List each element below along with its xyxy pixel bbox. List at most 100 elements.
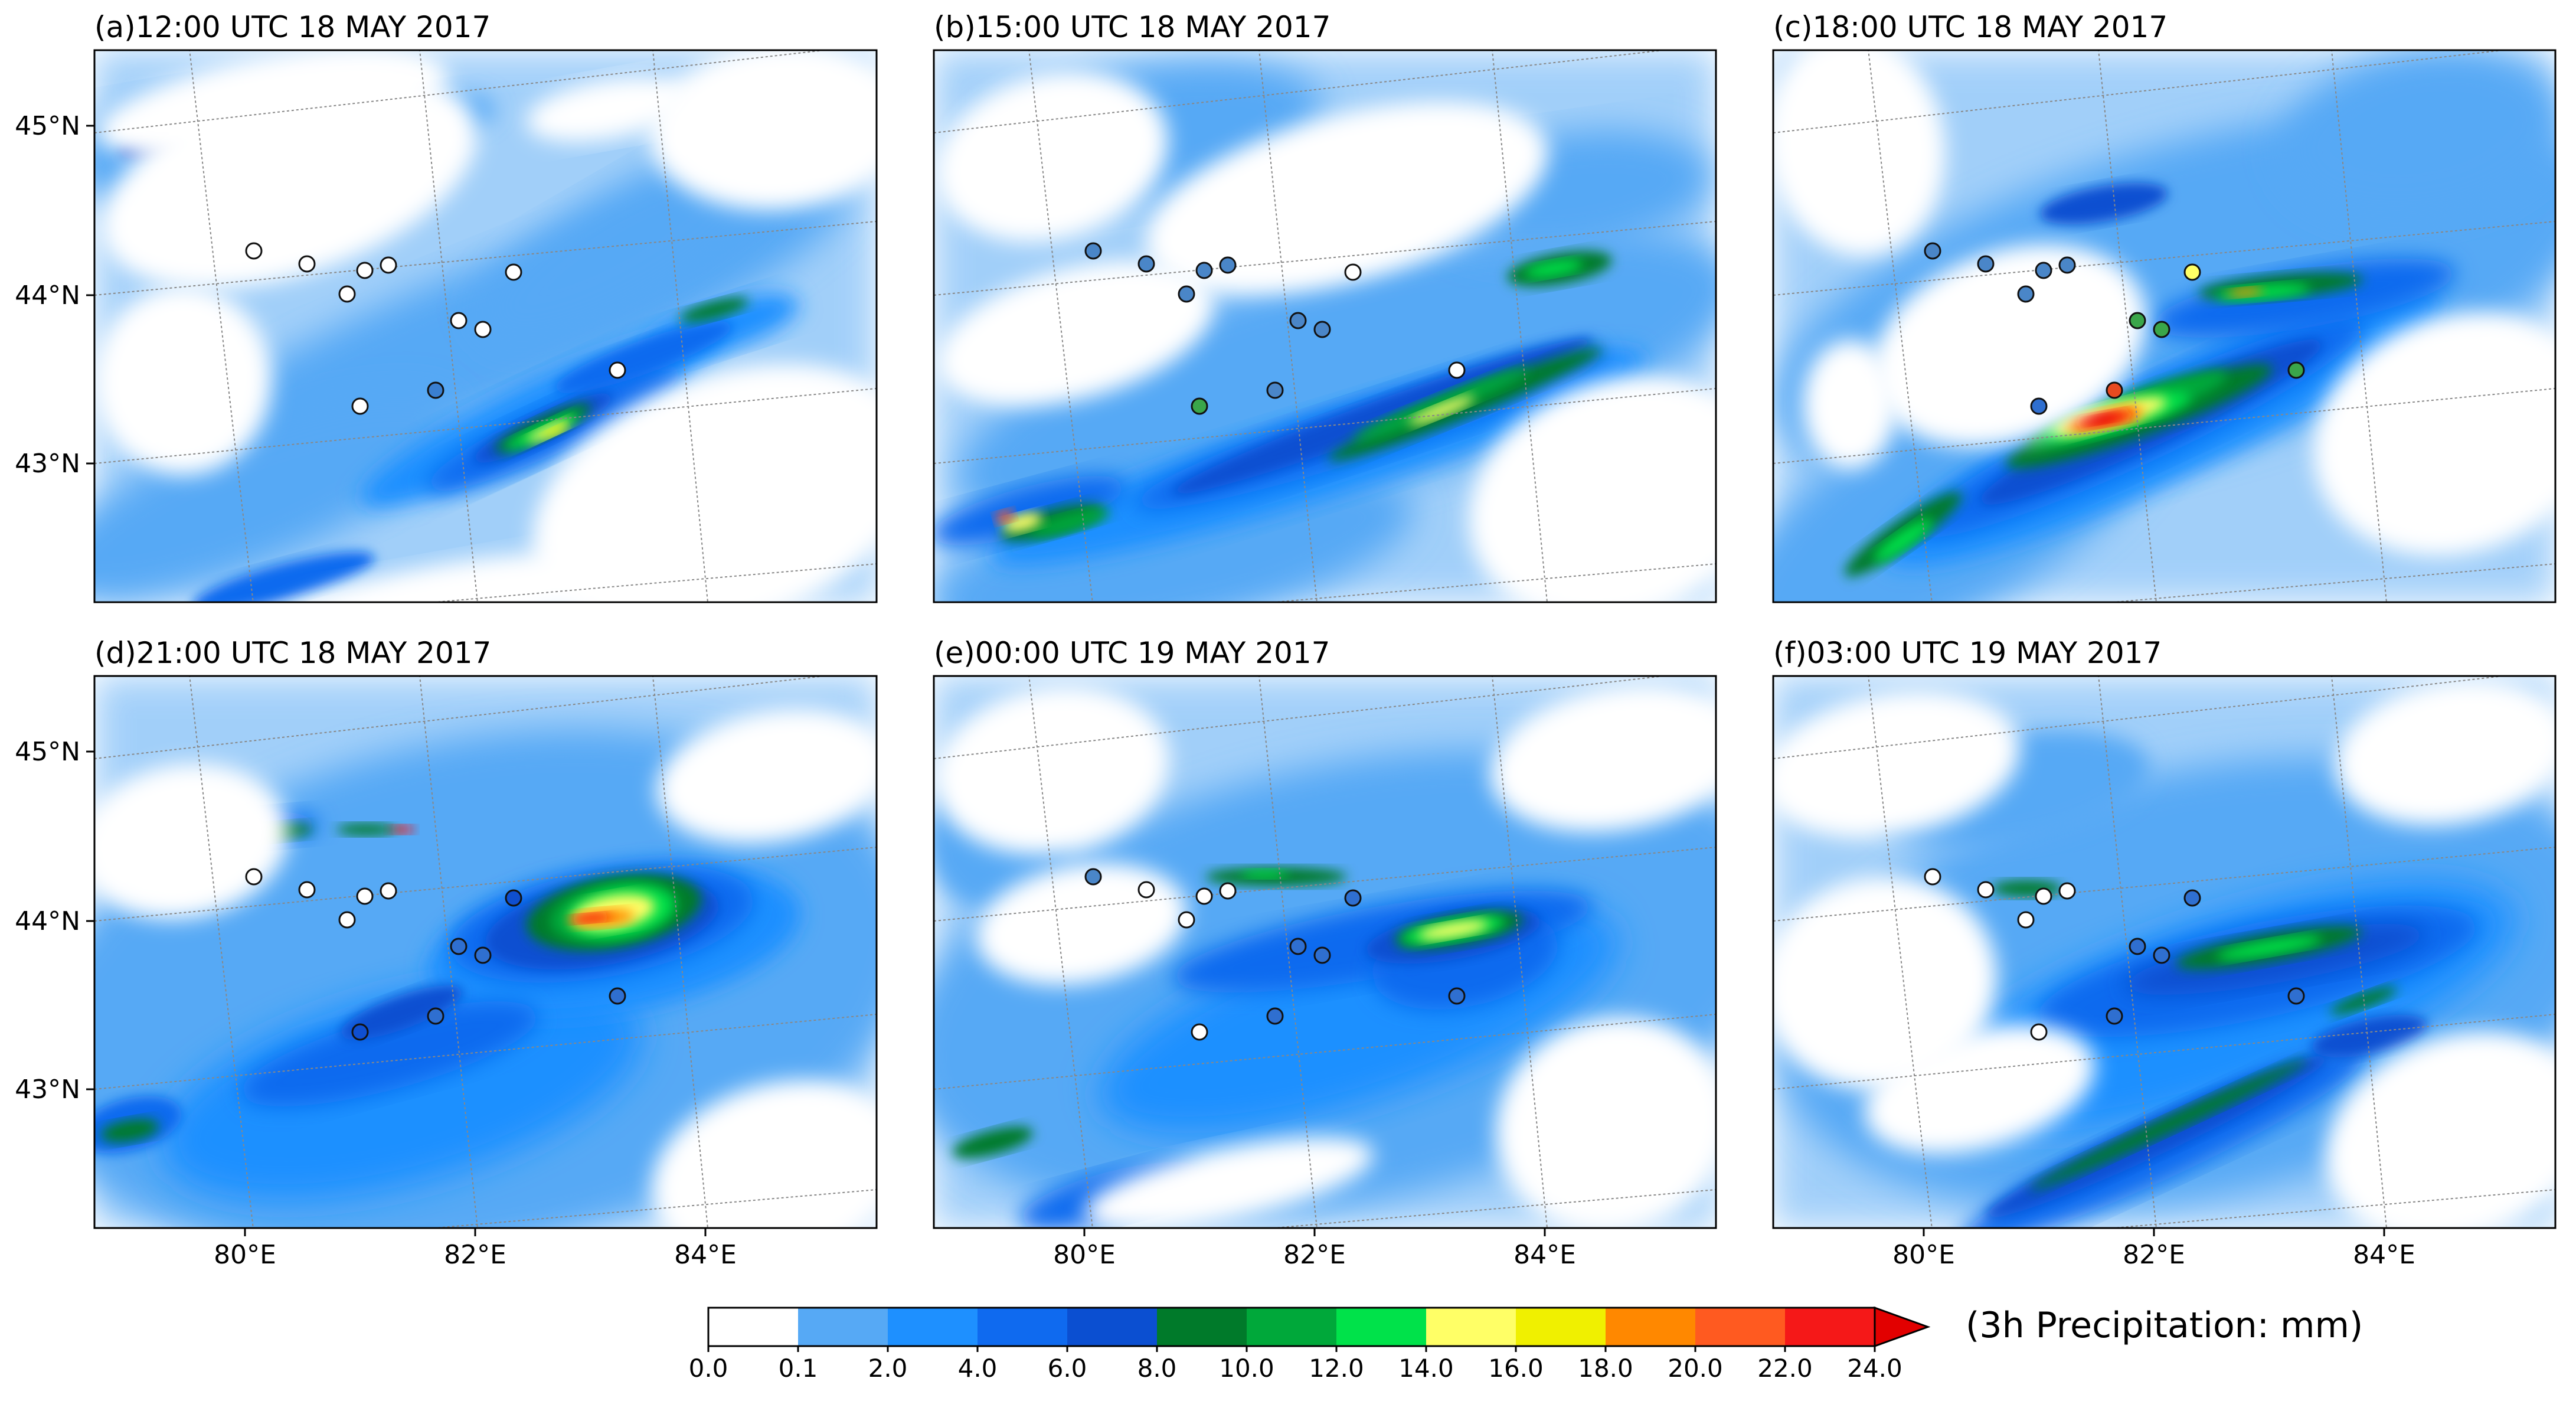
- station-marker: [505, 263, 522, 281]
- station-marker: [351, 397, 369, 415]
- station-marker: [245, 242, 263, 260]
- lat-tick-label: 44°N: [15, 280, 80, 311]
- no-rain-area: [656, 709, 877, 844]
- precip-cell: [1524, 260, 1583, 277]
- precip-cell: [2029, 1059, 2308, 1190]
- station-marker: [1977, 255, 1995, 273]
- no-rain-area: [1773, 50, 1946, 256]
- precip-cell: [241, 1001, 538, 1106]
- colorbar-swatch: [978, 1308, 1067, 1346]
- station-marker: [2183, 263, 2201, 281]
- station-marker: [505, 889, 522, 907]
- no-rain-area: [94, 286, 272, 475]
- station-marker: [2129, 938, 2146, 955]
- no-rain-area: [1469, 376, 1716, 602]
- station-marker: [298, 255, 316, 273]
- colorbar-tick-label: 4.0: [958, 1354, 998, 1383]
- station-marker: [2287, 987, 2305, 1005]
- lat-tick-label: 43°N: [15, 1075, 80, 1105]
- station-marker: [2017, 911, 2035, 929]
- colorbar-tick-label: 20.0: [1668, 1354, 1723, 1383]
- no-rain-area: [976, 863, 1187, 985]
- colorbar-tick-label: 6.0: [1048, 1354, 1087, 1383]
- precipitation-field: [934, 676, 1716, 1228]
- station-marker: [2030, 397, 2048, 415]
- panel-frame: [93, 675, 878, 1229]
- no-rain-area: [102, 71, 477, 289]
- lon-tick-label: 80°E: [1053, 1240, 1116, 1270]
- no-rain-area: [934, 686, 1169, 855]
- precip-cell: [336, 824, 395, 835]
- precip-cell: [1874, 518, 1933, 562]
- station-marker: [609, 361, 626, 379]
- precip-cell: [2217, 936, 2322, 959]
- station-marker: [2106, 381, 2123, 399]
- colorbar-extend-arrow: [1874, 1306, 1931, 1348]
- no-rain-area: [1773, 876, 1997, 1090]
- no-rain-area: [94, 763, 289, 919]
- station-marker: [427, 1007, 444, 1025]
- station-marker: [474, 321, 492, 338]
- precipitation-field: [1773, 50, 2555, 602]
- precip-cell: [1241, 870, 1288, 878]
- colorbar-tick-label: 22.0: [1757, 1354, 1813, 1383]
- precip-cell: [2282, 50, 2555, 218]
- station-marker: [1191, 1023, 1208, 1041]
- station-marker: [1219, 882, 1237, 900]
- station-marker: [1195, 887, 1213, 905]
- graticule: [1773, 50, 2555, 602]
- station-marker: [2183, 889, 2201, 907]
- colorbar-swatch: [1606, 1308, 1695, 1346]
- station-marker: [427, 381, 444, 399]
- station-marker: [2030, 1023, 2048, 1041]
- graticule: [1773, 676, 2555, 1228]
- colorbar-swatch: [1157, 1308, 1247, 1346]
- colorbar-tick-label: 10.0: [1219, 1354, 1274, 1383]
- no-rain-area: [649, 50, 877, 210]
- lon-tick-label: 82°E: [444, 1240, 506, 1270]
- precip-cell: [958, 230, 1716, 531]
- colorbar-swatch: [1785, 1308, 1875, 1346]
- no-rain-area: [1490, 685, 1716, 832]
- station-marker: [1448, 361, 1466, 379]
- no-rain-area: [1865, 1024, 2095, 1154]
- station-marker: [2017, 285, 2035, 303]
- station-marker: [338, 911, 356, 929]
- panel-title: (c)18:00 UTC 18 MAY 2017: [1773, 10, 2168, 44]
- lon-tick-label: 84°E: [1513, 1240, 1576, 1270]
- station-marker: [1924, 242, 1941, 260]
- precip-cell: [2311, 1015, 2428, 1057]
- colorbar-swatch: [1247, 1308, 1336, 1346]
- colorbar-tick-label: 0.0: [689, 1354, 728, 1383]
- colorbar-tick-label: 14.0: [1398, 1354, 1454, 1383]
- no-rain-area: [937, 260, 1214, 407]
- precip-cell: [340, 985, 463, 1040]
- lon-tick-label: 84°E: [2353, 1240, 2415, 1270]
- station-marker: [609, 987, 626, 1005]
- precip-cell: [934, 476, 1126, 546]
- station-marker: [2106, 1007, 2123, 1025]
- lat-tick-label: 43°N: [15, 449, 80, 479]
- station-marker: [1289, 938, 1307, 955]
- station-marker: [1924, 868, 1941, 886]
- lon-tick-label: 82°E: [2123, 1240, 2185, 1270]
- no-rain-area: [1084, 1137, 1374, 1228]
- lat-tick-label: 45°N: [15, 111, 80, 141]
- station-marker: [450, 938, 468, 955]
- graticule: [934, 676, 1716, 1228]
- colorbar-tick-label: 24.0: [1847, 1354, 1902, 1383]
- panel-frame: [1772, 49, 2557, 603]
- map-panel: (a)12:00 UTC 18 MAY 2017 45°N 44°N 43°N: [15, 10, 878, 603]
- no-rain-area: [1146, 102, 1548, 294]
- panel-frame: [933, 49, 1717, 603]
- no-rain-area: [2326, 1031, 2555, 1228]
- station-marker: [2058, 882, 2076, 900]
- no-rain-area: [1803, 339, 1897, 469]
- panel-title: (d)21:00 UTC 18 MAY 2017: [94, 636, 491, 670]
- station-marker: [338, 285, 356, 303]
- station-marker: [1219, 256, 1237, 274]
- lat-tick-label: 44°N: [15, 906, 80, 936]
- lat-tick-label: 45°N: [15, 737, 80, 767]
- lon-tick-label: 80°E: [1892, 1240, 1955, 1270]
